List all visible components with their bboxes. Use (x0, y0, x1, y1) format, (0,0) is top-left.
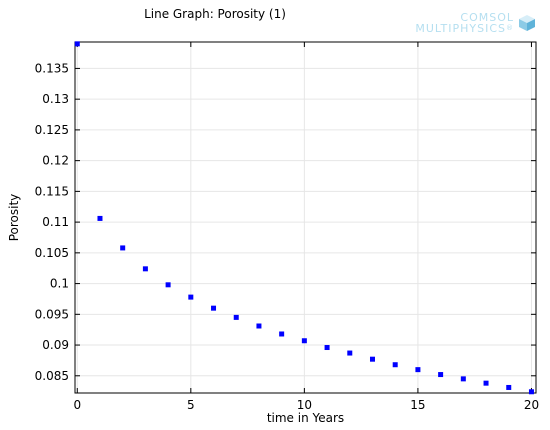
y-tick-label: 0.125 (35, 123, 69, 137)
data-point (415, 367, 421, 373)
y-tick-label: 0.105 (35, 246, 69, 260)
data-point (233, 314, 239, 320)
x-tick-label: 10 (297, 398, 312, 412)
logo-text: COMSOL MULTIPHYSICS® (415, 12, 514, 34)
logo-line-2-wrap: MULTIPHYSICS® (415, 23, 514, 34)
data-point (301, 338, 307, 344)
data-point (120, 245, 126, 251)
y-tick-label: 0.095 (35, 307, 69, 321)
y-tick-label: 0.085 (35, 369, 69, 383)
data-point (347, 350, 353, 356)
y-tick-label: 0.09 (42, 338, 69, 352)
x-tick-label: 0 (73, 398, 81, 412)
x-axis-label: time in Years (267, 411, 344, 425)
data-point (369, 356, 375, 362)
x-tick-label: 20 (524, 398, 539, 412)
y-tick-label: 0.1 (50, 277, 69, 291)
cube-icon (519, 15, 535, 31)
comsol-logo: COMSOL MULTIPHYSICS® (396, 12, 536, 38)
logo-mark: ® (506, 24, 514, 32)
data-point (528, 389, 534, 395)
data-point (392, 362, 398, 368)
data-point (165, 282, 171, 288)
y-tick-label: 0.13 (42, 92, 69, 106)
data-point (279, 331, 285, 337)
data-point (483, 380, 489, 386)
data-point (74, 41, 80, 47)
x-tick-label: 15 (410, 398, 425, 412)
y-axis-label: Porosity (7, 194, 21, 242)
data-point (506, 384, 512, 390)
y-tick-label: 0.135 (35, 61, 69, 75)
y-tick-label: 0.11 (42, 215, 69, 229)
data-point (460, 376, 466, 382)
plot-frame (74, 41, 537, 394)
data-point (256, 323, 262, 329)
x-tick-label: 5 (187, 398, 195, 412)
data-point (324, 345, 330, 351)
data-point (188, 294, 194, 300)
data-point (97, 215, 103, 221)
y-tick-label: 0.12 (42, 154, 69, 168)
logo-line-1: COMSOL (460, 11, 514, 24)
chart-title: Line Graph: Porosity (1) (144, 7, 286, 21)
data-point (142, 266, 148, 272)
data-point (211, 305, 217, 311)
data-point (438, 372, 444, 378)
logo-line-2: MULTIPHYSICS (415, 22, 506, 35)
y-tick-label: 0.115 (35, 184, 69, 198)
